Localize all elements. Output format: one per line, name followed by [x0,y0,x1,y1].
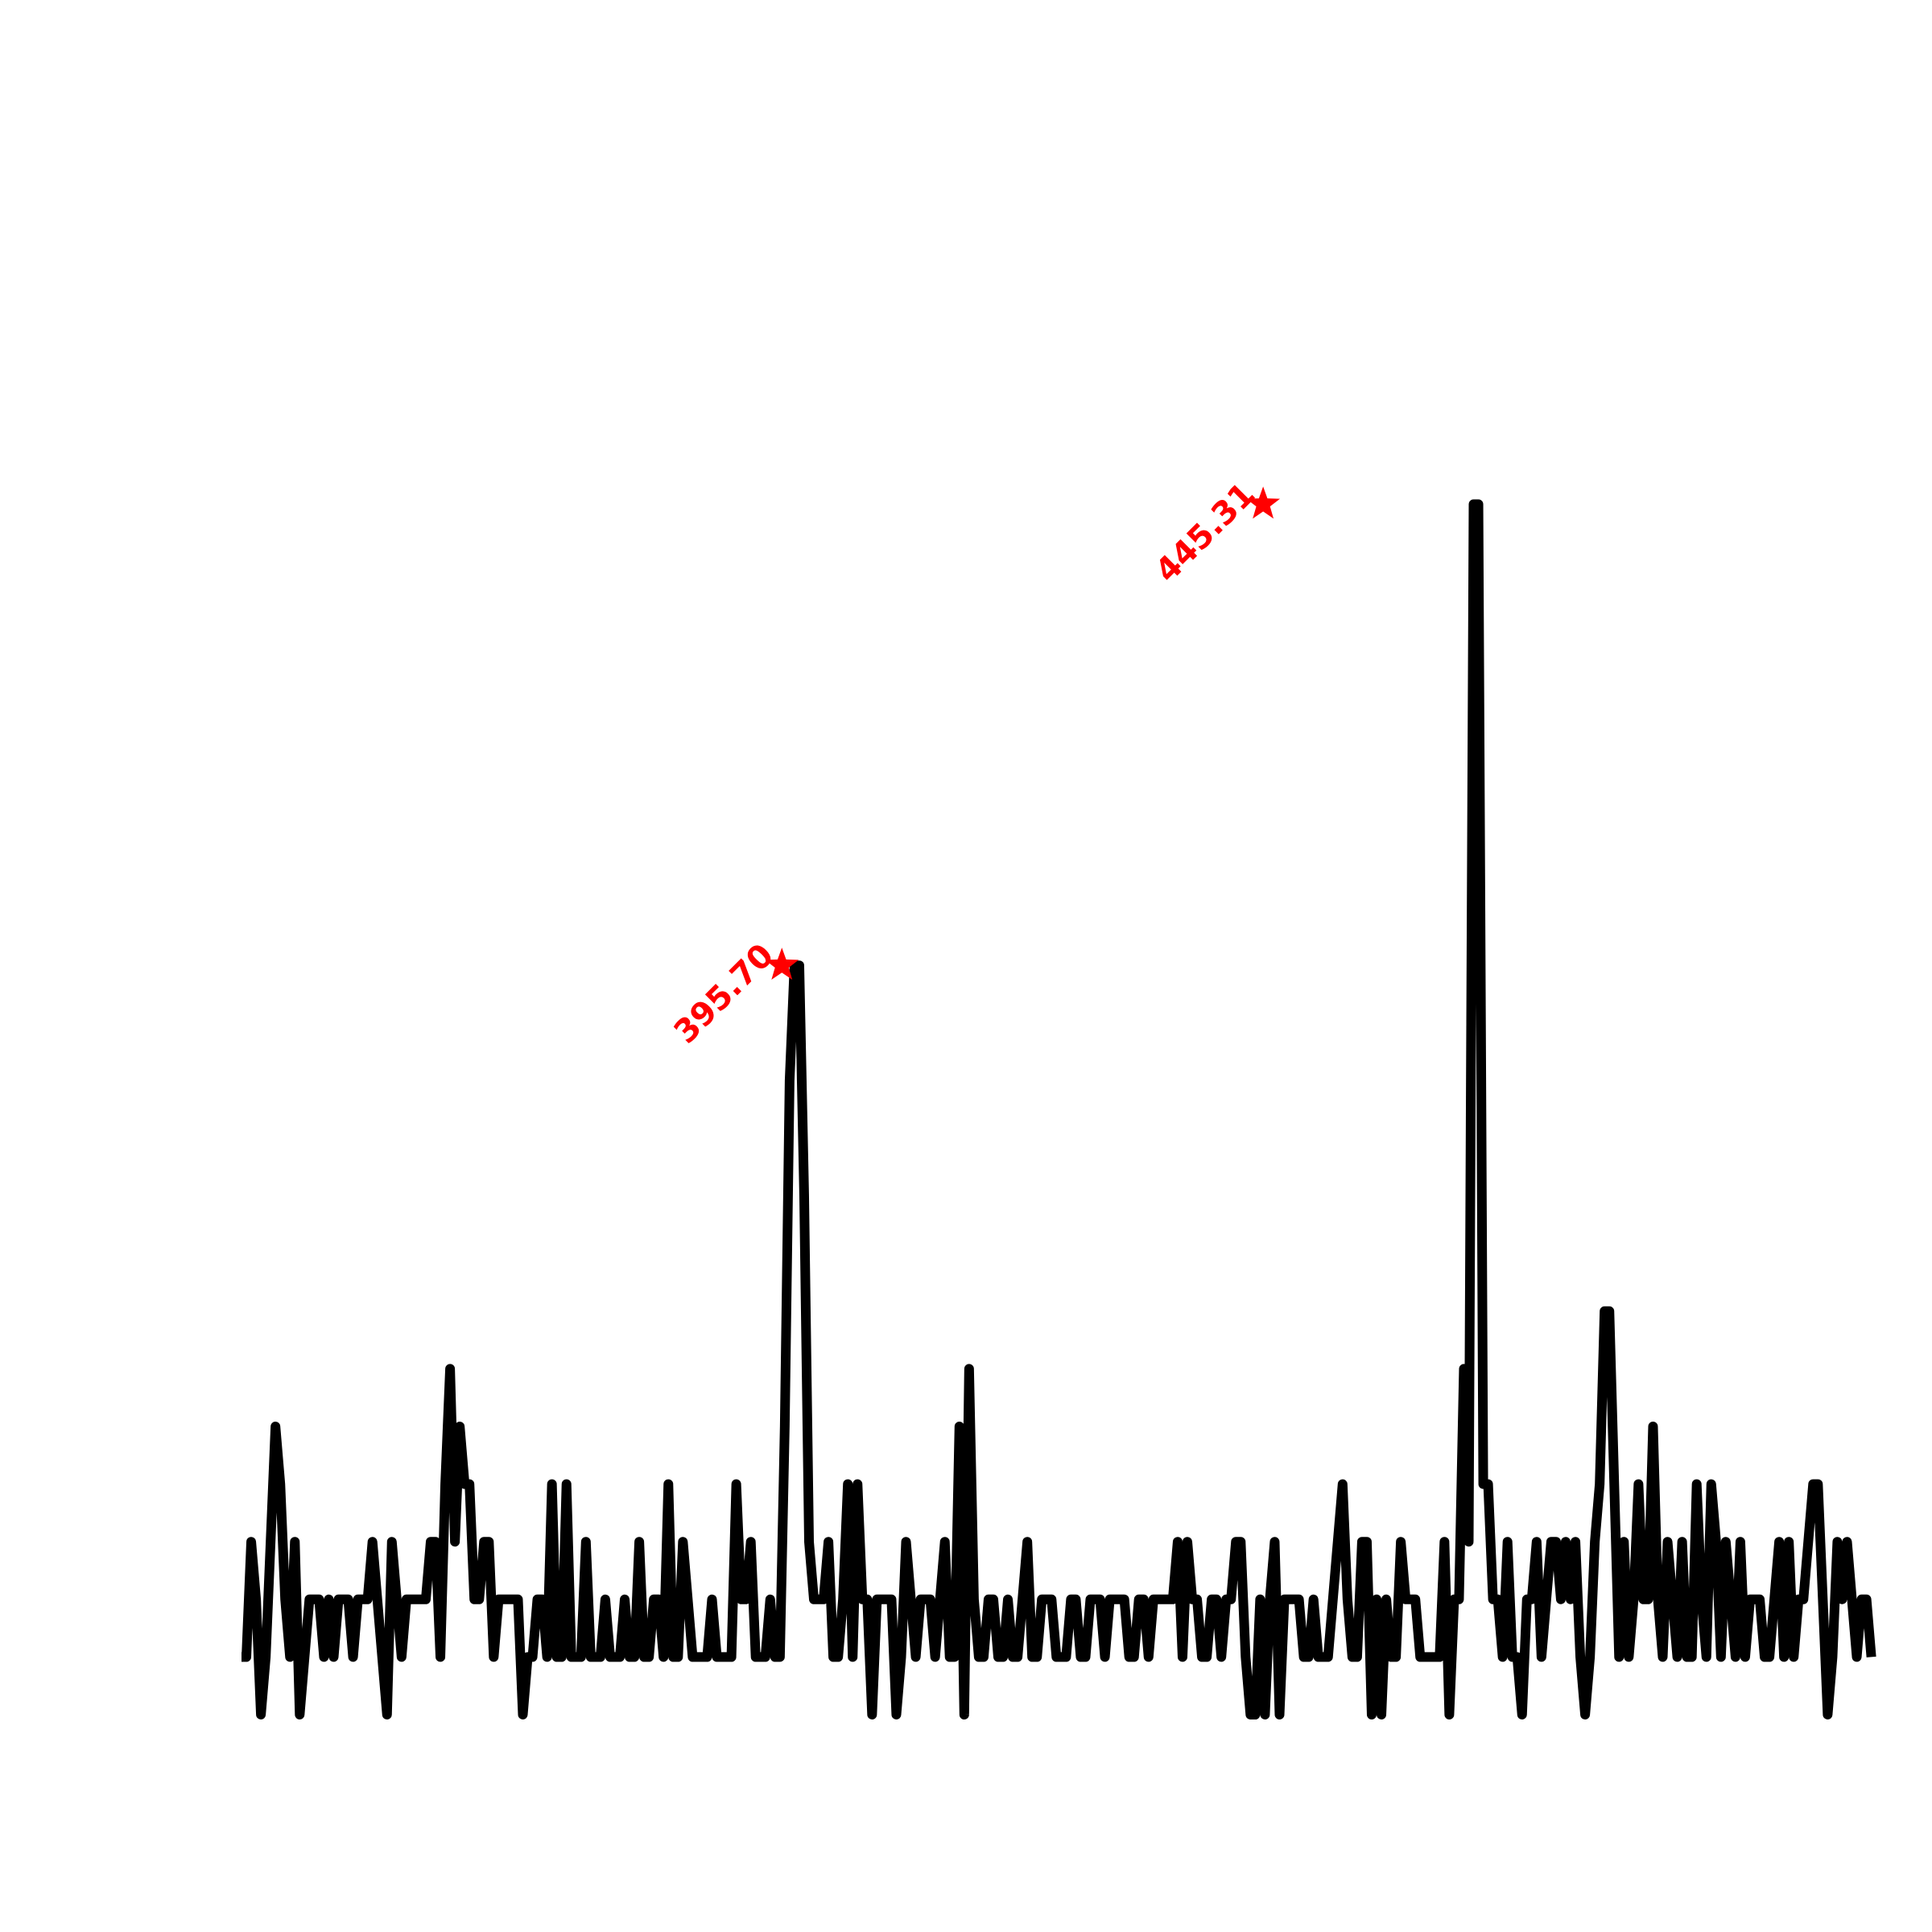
peak-label-1: 395.70 [667,937,782,1051]
peak-marker-1 [765,947,799,980]
spectrum-line [242,499,1876,1719]
peak-label-2: 445.31 [1149,476,1263,590]
peak-marker-2 [1246,486,1281,519]
